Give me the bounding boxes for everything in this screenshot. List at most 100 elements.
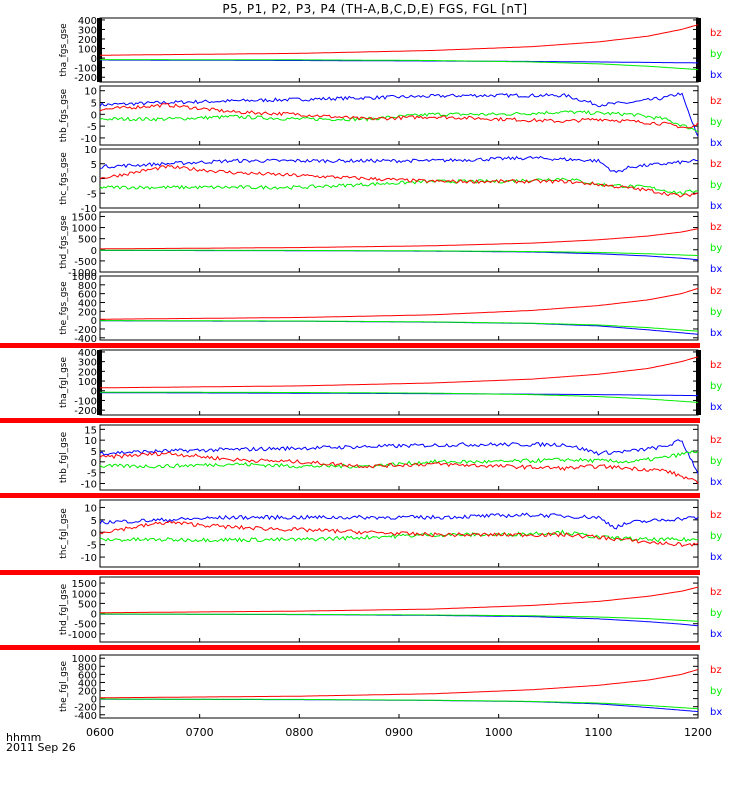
component-label-bz: bz [710, 286, 722, 297]
x-tick-label: 1000 [485, 726, 513, 739]
component-label-bx: bx [710, 328, 722, 339]
component-label-bx: bx [710, 70, 722, 81]
quality-flag-bar [0, 343, 700, 348]
component-label-bx: bx [710, 629, 722, 640]
series-line-bx [99, 155, 699, 173]
y-tick-label: -10 [81, 134, 97, 145]
series-line-bz [99, 102, 699, 129]
series-line-by [100, 249, 699, 257]
y-tick-label: -500 [74, 257, 97, 268]
component-label-by: by [710, 608, 722, 619]
series-line-bx [99, 92, 699, 137]
y-tick-label: -200 [74, 406, 97, 417]
x-tick-label: 0600 [86, 726, 114, 739]
component-label-bz: bz [710, 435, 722, 446]
y-tick-label: -200 [74, 325, 97, 336]
y-tick-label: 300 [78, 358, 97, 369]
y-tick-label: 500 [78, 599, 97, 610]
quality-flag-bar [0, 418, 700, 423]
y-tick-label: -200 [74, 73, 97, 84]
component-label-bz: bz [710, 222, 722, 233]
y-tick-label: 0 [91, 316, 97, 327]
series-line-bz [100, 669, 699, 699]
y-tick-label: 400 [78, 348, 97, 359]
y-tick-label: -200 [74, 703, 97, 714]
y-tick-label: 800 [78, 662, 97, 673]
component-label-bx: bx [710, 201, 722, 212]
series-line-bz [99, 287, 699, 320]
x-tick-label: 0700 [186, 726, 214, 739]
y-tick-label: -1000 [68, 630, 97, 641]
series-line-by [100, 320, 699, 332]
y-tick-label: 100 [78, 45, 97, 56]
y-tick-label: 10 [84, 436, 97, 447]
series-line-bx [100, 613, 699, 627]
component-label-bz: bz [710, 587, 722, 598]
y-tick-label: 1000 [72, 589, 97, 600]
series-line-bx [100, 249, 699, 261]
y-tick-label: -500 [74, 620, 97, 631]
component-label-by: by [710, 117, 722, 128]
plot-title: P5, P1, P2, P3, P4 (TH-A,B,C,D,E) FGS, F… [222, 2, 528, 16]
panel-frame [99, 275, 699, 341]
series-line-bz [99, 451, 699, 484]
y-tick-label: 200 [78, 35, 97, 46]
series-line-by [100, 698, 699, 710]
x-tick-label: 1100 [584, 726, 612, 739]
y-tick-label: -400 [74, 334, 97, 345]
y-tick-label: 5 [91, 447, 97, 458]
series-line-bz [99, 164, 699, 198]
component-label-by: by [710, 381, 722, 392]
y-tick-label: 0 [91, 528, 97, 539]
y-tick-label: 200 [78, 367, 97, 378]
series-line-bx [100, 320, 699, 335]
series-line-by [99, 529, 699, 543]
panel-frame [99, 148, 699, 209]
data-flag-bar-right [696, 350, 701, 415]
data-flag-bar-left [97, 18, 102, 82]
panel-ylabel: thd_fgs_gse [59, 215, 69, 269]
y-tick-label: 200 [78, 307, 97, 318]
component-label-by: by [710, 456, 722, 467]
component-label-bz: bz [710, 360, 722, 371]
y-tick-label: 10 [84, 145, 97, 156]
y-tick-label: 0 [91, 54, 97, 65]
data-flag-bar-right [696, 18, 701, 82]
y-tick-label: 0 [91, 387, 97, 398]
y-tick-label: 1000 [72, 224, 97, 235]
y-tick-label: -100 [74, 64, 97, 75]
time-format-label: hhmm [6, 731, 42, 744]
y-tick-label: -100 [74, 396, 97, 407]
y-tick-label: 400 [78, 678, 97, 689]
x-tick-label: 0900 [385, 726, 413, 739]
series-line-bz [99, 520, 699, 548]
panel-ylabel: thb_fgl_gse [59, 431, 69, 483]
component-label-by: by [710, 180, 722, 191]
panel-ylabel: thc_fgl_gse [59, 508, 69, 559]
quality-flag-bar [0, 493, 700, 498]
component-label-bx: bx [710, 264, 722, 275]
y-tick-label: -5 [87, 122, 97, 133]
component-label-bz: bz [710, 510, 722, 521]
panel-ylabel: the_fgs_gse [59, 281, 69, 335]
component-label-by: by [710, 49, 722, 60]
y-tick-label: -400 [74, 711, 97, 722]
component-label-bz: bz [710, 159, 722, 170]
y-tick-label: 0 [91, 175, 97, 186]
panel-frame [99, 424, 699, 491]
y-tick-label: 0 [91, 110, 97, 121]
y-tick-label: -10 [81, 480, 97, 491]
y-tick-label: -10 [81, 553, 97, 564]
series-line-by [100, 613, 699, 622]
component-label-bx: bx [710, 402, 722, 413]
series-line-bx [100, 698, 699, 712]
component-label-bx: bx [710, 138, 722, 149]
panel-ylabel: tha_fgs_gse [59, 23, 69, 77]
panel-ylabel: the_fgl_gse [59, 660, 69, 712]
panel-ylabel: thc_fgs_gse [59, 152, 69, 205]
series-line-bx [100, 59, 698, 64]
series-line-by [99, 450, 699, 469]
y-tick-label: 0 [91, 610, 97, 621]
x-tick-label: 0800 [285, 726, 313, 739]
